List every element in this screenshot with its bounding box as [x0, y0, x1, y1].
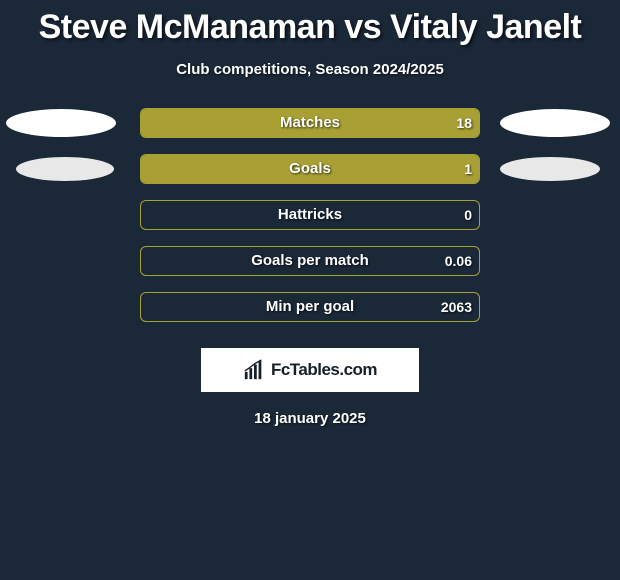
decorative-ellipse — [16, 157, 114, 181]
stat-row: Matches18 — [0, 108, 620, 154]
brand-badge: FcTables.com — [201, 348, 419, 392]
stat-track — [140, 246, 480, 276]
subtitle: Club competitions, Season 2024/2025 — [0, 61, 620, 78]
stat-track — [140, 200, 480, 230]
stat-row: Goals1 — [0, 154, 620, 200]
comparison-chart: Matches18Goals1Hattricks0Goals per match… — [0, 108, 620, 338]
date-text: 18 january 2025 — [0, 410, 620, 427]
stat-track — [140, 154, 480, 184]
stat-row: Hattricks0 — [0, 200, 620, 246]
stat-value-right: 18 — [456, 108, 472, 138]
decorative-ellipse — [6, 109, 116, 137]
stat-track — [140, 292, 480, 322]
stat-value-right: 2063 — [441, 292, 472, 322]
stat-row: Goals per match0.06 — [0, 246, 620, 292]
page-title: Steve McManaman vs Vitaly Janelt — [0, 0, 620, 47]
stat-fill-right — [141, 155, 479, 183]
decorative-ellipse — [500, 157, 600, 181]
stat-fill-right — [141, 109, 479, 137]
bars-icon — [243, 359, 265, 381]
stat-value-right: 0.06 — [445, 246, 472, 276]
brand-text: FcTables.com — [271, 360, 377, 380]
decorative-ellipse — [500, 109, 610, 137]
stat-value-right: 0 — [464, 200, 472, 230]
stat-value-right: 1 — [464, 154, 472, 184]
stat-track — [140, 108, 480, 138]
stat-row: Min per goal2063 — [0, 292, 620, 338]
